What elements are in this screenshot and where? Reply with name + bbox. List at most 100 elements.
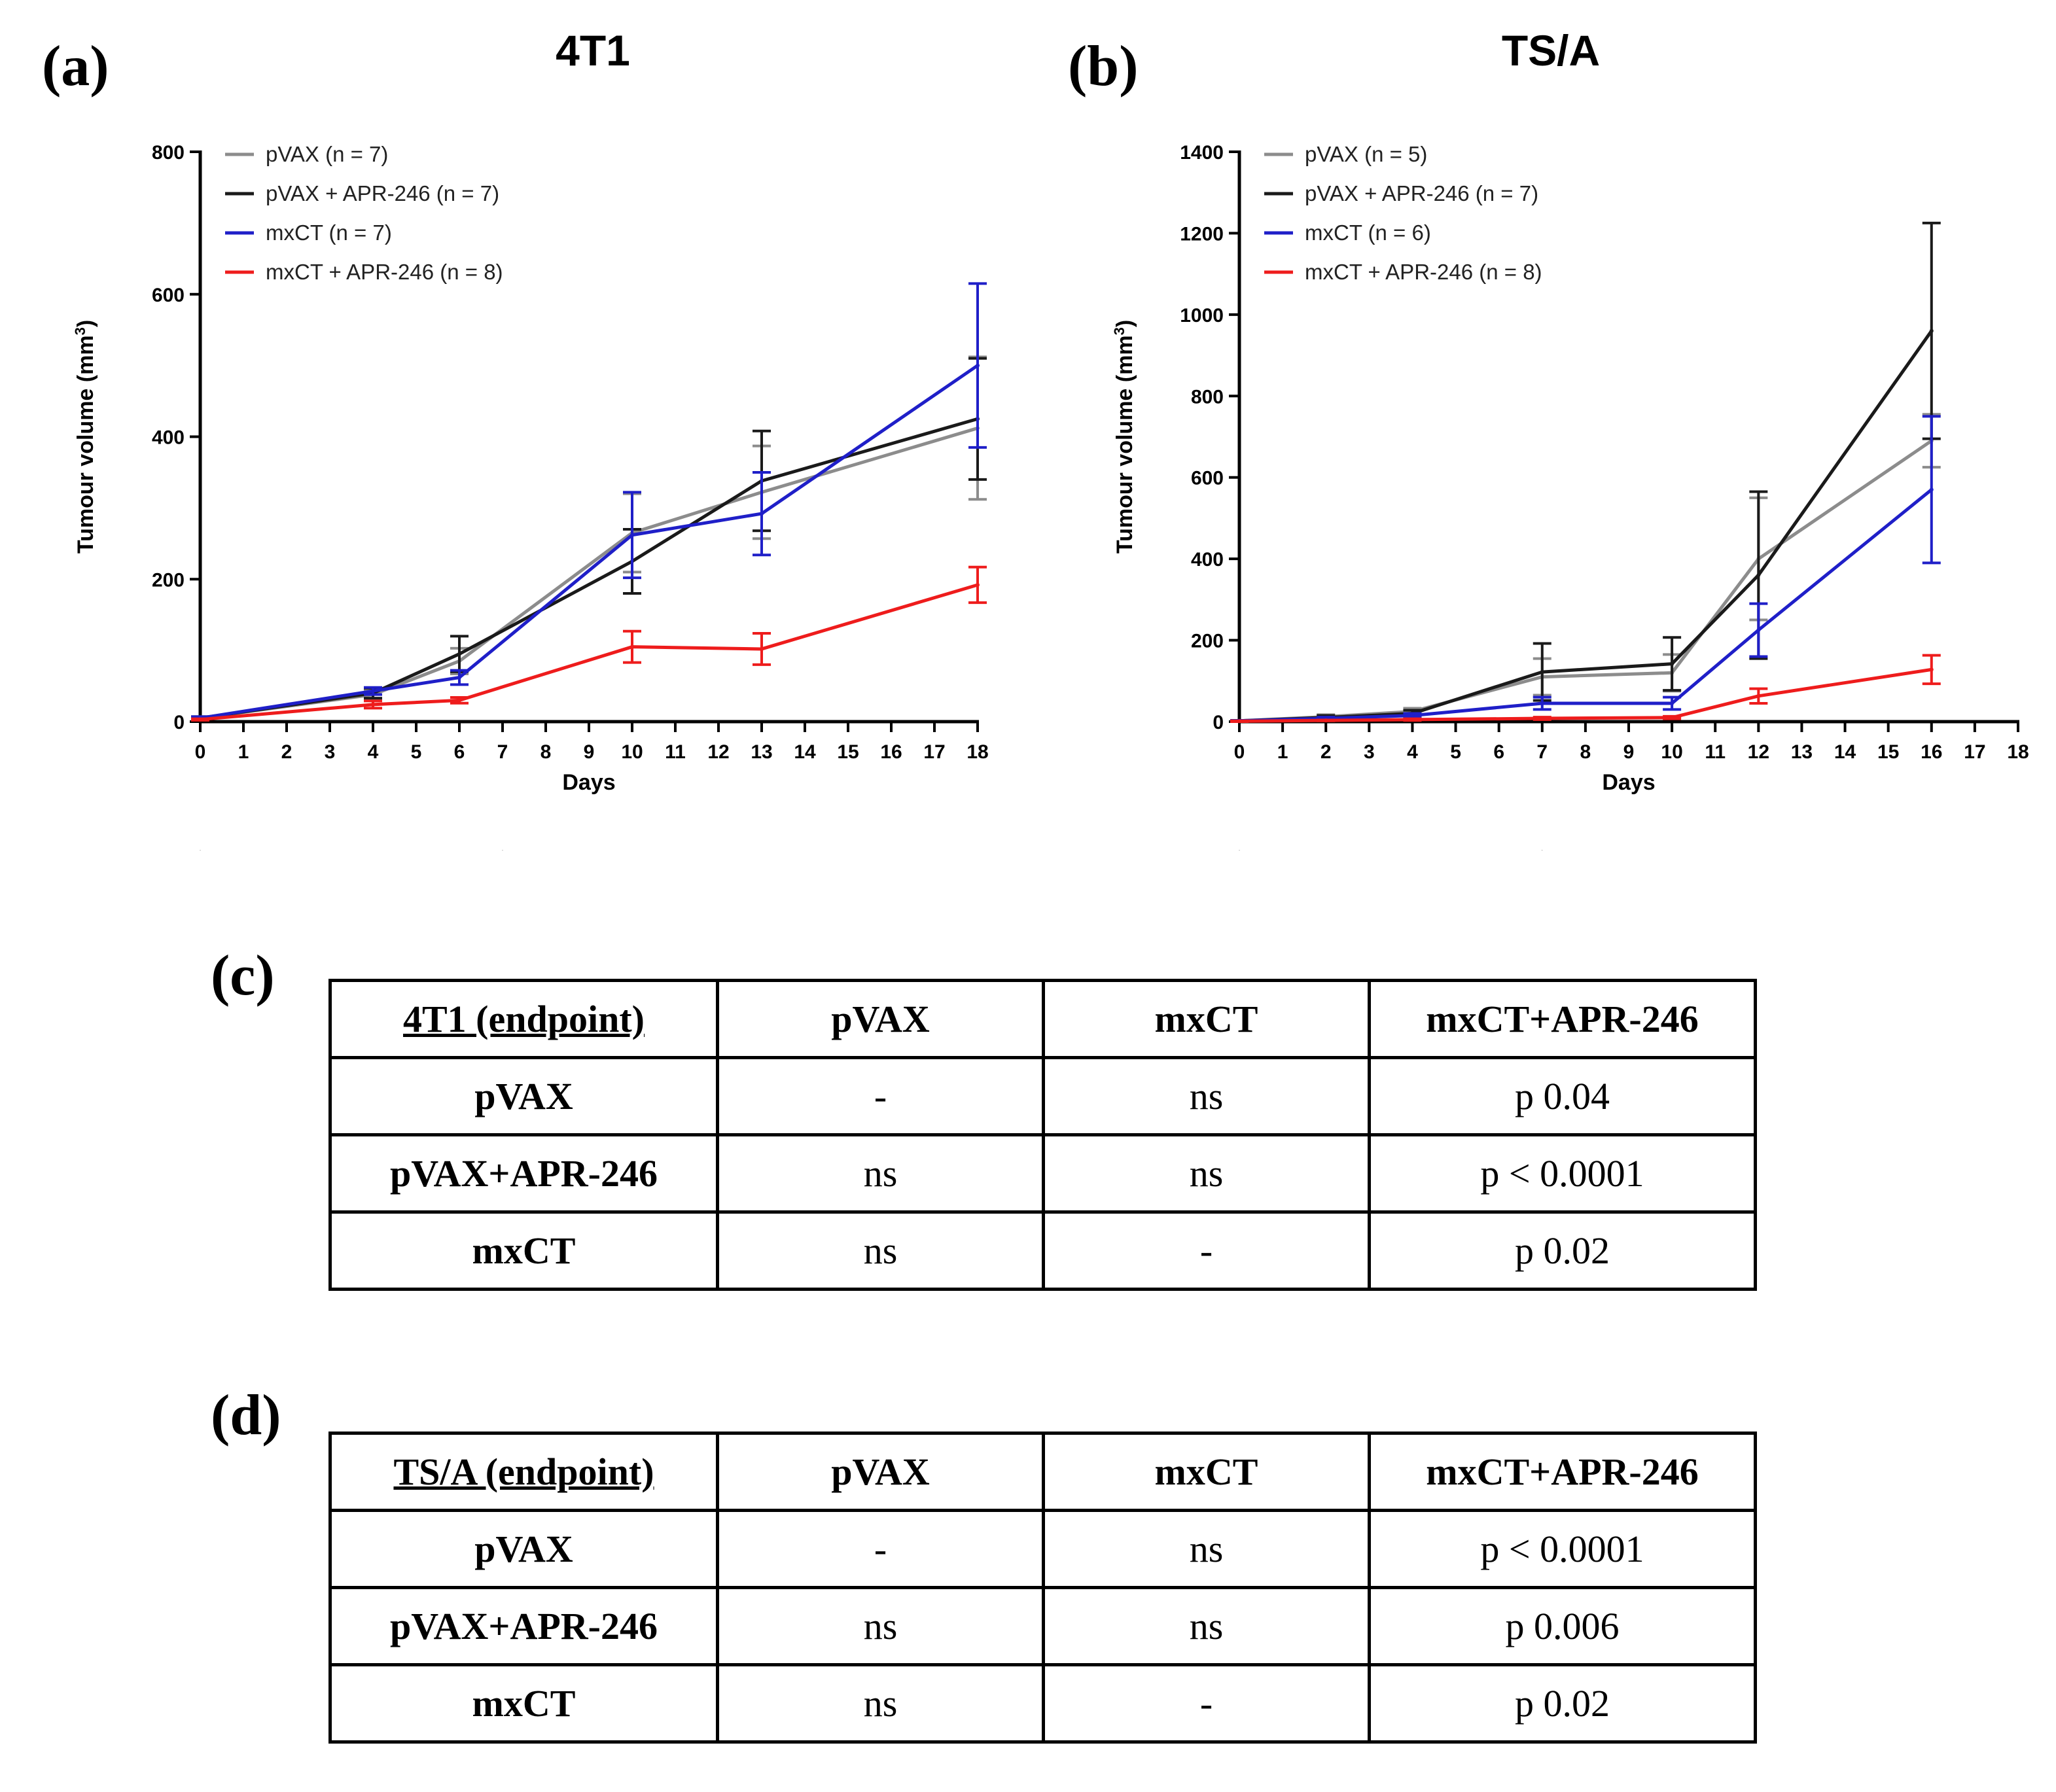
- panel-letter-a: (a): [42, 35, 109, 98]
- column-header: mxCT+APR-246: [1368, 1432, 1757, 1512]
- x-tick-label: 2: [1320, 741, 1332, 763]
- series-3: [1230, 654, 1941, 724]
- table-cell: p < 0.0001: [1368, 1509, 1757, 1589]
- legend-entry: mxCT + APR-246 (n = 8): [266, 260, 503, 284]
- table-cell: ns: [716, 1663, 1045, 1744]
- data-point: [371, 702, 375, 707]
- x-tick-label: 6: [454, 741, 465, 763]
- data-point: [630, 644, 634, 649]
- panel-letter-c: (c): [211, 944, 275, 1008]
- series-line: [1239, 330, 1933, 723]
- table-row: mxCT ns - p 0.02: [328, 1663, 1757, 1744]
- legend-entry: mxCT (n = 7): [266, 220, 392, 245]
- y-tick-label: 0: [1213, 712, 1224, 733]
- x-axis-label: Days: [1602, 770, 1655, 795]
- injection-arrow-head: [1239, 850, 1240, 851]
- legend-entry: pVAX + APR-246 (n = 7): [266, 181, 499, 205]
- y-tick-label: 0: [173, 712, 185, 733]
- x-tick-label: 9: [584, 741, 595, 763]
- x-tick-label: 10: [621, 741, 643, 763]
- series-0: [191, 355, 987, 721]
- y-tick-label: 400: [152, 427, 185, 449]
- injection-arrow-head: [1542, 850, 1543, 851]
- x-tick-label: 7: [1536, 741, 1548, 763]
- x-tick-label: 15: [837, 741, 859, 763]
- y-tick-label: 600: [1191, 468, 1224, 489]
- series-1: [191, 357, 987, 721]
- x-tick-label: 5: [1450, 741, 1461, 763]
- y-axis-label-close: ): [1112, 320, 1137, 327]
- x-tick-label: 9: [1623, 741, 1635, 763]
- table-cell: -: [716, 1056, 1045, 1136]
- y-axis-label-close: ): [73, 320, 98, 327]
- x-tick-label: 6: [1493, 741, 1504, 763]
- series-line: [200, 427, 978, 720]
- table-cell: p < 0.0001: [1368, 1133, 1757, 1214]
- table-cell: ns: [716, 1210, 1045, 1291]
- x-tick-label: 0: [1234, 741, 1245, 763]
- legend-entry: pVAX (n = 7): [266, 142, 388, 166]
- y-tick-label: 600: [152, 285, 185, 306]
- data-point: [1756, 694, 1761, 698]
- data-point: [1540, 701, 1544, 706]
- table-corner-header: 4T1 (endpoint): [328, 979, 719, 1059]
- data-point: [1237, 719, 1241, 724]
- x-tick-label: 13: [1791, 741, 1813, 763]
- row-header: pVAX+APR-246: [328, 1586, 719, 1666]
- y-tick-label: 1000: [1180, 305, 1224, 326]
- chart-title: TS/A: [1502, 26, 1600, 75]
- data-point: [1410, 713, 1415, 718]
- x-tick-label: 8: [541, 741, 552, 763]
- x-tick-label: 12: [707, 741, 729, 763]
- data-point: [760, 512, 764, 516]
- column-header: mxCT+APR-246: [1368, 979, 1757, 1059]
- table-cell: -: [716, 1509, 1045, 1589]
- row-header: pVAX: [328, 1056, 719, 1136]
- x-tick-label: 10: [1661, 741, 1682, 763]
- x-tick-label: 16: [1921, 741, 1942, 763]
- data-point: [976, 363, 980, 368]
- series-line: [200, 583, 978, 722]
- panel-letter-d: (d): [211, 1384, 281, 1447]
- data-point: [1929, 328, 1934, 333]
- x-tick-label: 14: [794, 741, 816, 763]
- injection-arrow-head: [502, 850, 503, 851]
- y-axis-label-superscript: 3: [72, 327, 88, 335]
- table-row: pVAX - ns p 0.04: [328, 1056, 1757, 1136]
- y-tick-label: 1400: [1180, 142, 1224, 164]
- x-tick-label: 1: [1277, 741, 1288, 763]
- table-cell: ns: [1042, 1509, 1371, 1589]
- column-header: pVAX: [716, 979, 1045, 1059]
- x-tick-label: 1: [238, 741, 249, 763]
- x-tick-label: 4: [1407, 741, 1418, 763]
- x-tick-label: 12: [1748, 741, 1769, 763]
- table-cell: -: [1042, 1210, 1371, 1291]
- data-point: [1670, 661, 1675, 666]
- table-header-row: 4T1 (endpoint) pVAX mxCT mxCT+APR-246: [328, 979, 1757, 1059]
- data-point: [371, 689, 375, 694]
- table-cell: ns: [1042, 1133, 1371, 1214]
- y-axis-label-superscript: 3: [1111, 327, 1127, 335]
- y-axis-label: Tumour volume (mm3): [1111, 320, 1138, 553]
- series-line: [1239, 439, 1933, 723]
- series-1: [1230, 221, 1941, 723]
- y-axis-label-text: Tumour volume (mm: [73, 335, 98, 553]
- column-header: mxCT: [1042, 979, 1371, 1059]
- table-corner-header: TS/A (endpoint): [328, 1432, 719, 1512]
- series-line: [1239, 667, 1932, 723]
- table-cell: ns: [1042, 1056, 1371, 1136]
- table-row: mxCT ns - p 0.02: [328, 1210, 1757, 1291]
- table-row: pVAX+APR-246 ns ns p < 0.0001: [328, 1133, 1757, 1214]
- data-point: [1670, 715, 1675, 720]
- data-point: [1756, 628, 1761, 633]
- x-tick-label: 2: [281, 741, 292, 763]
- table-row: pVAX+APR-246 ns ns p 0.006: [328, 1586, 1757, 1666]
- x-tick-label: 17: [923, 741, 945, 763]
- legend-entry: mxCT (n = 6): [1305, 220, 1431, 245]
- table-cell: -: [1042, 1663, 1371, 1744]
- data-point: [1540, 670, 1544, 675]
- x-tick-label: 11: [665, 741, 686, 763]
- x-tick-label: 8: [1580, 741, 1591, 763]
- y-tick-label: 200: [152, 569, 185, 591]
